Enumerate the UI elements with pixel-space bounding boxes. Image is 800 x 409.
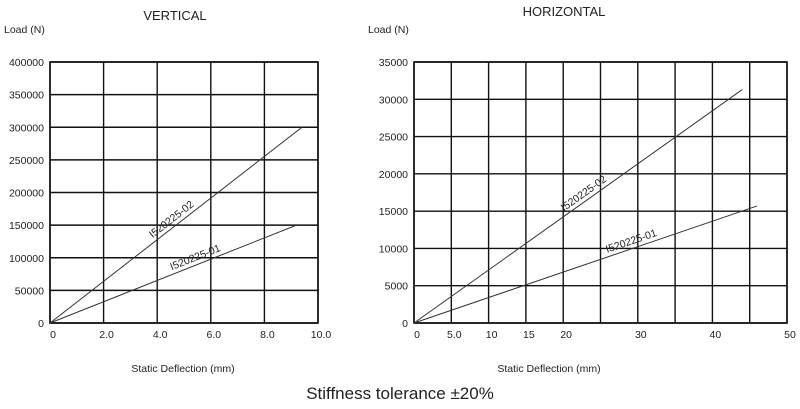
y-tick-label: 200000 [9,188,44,200]
y-tick-label: 15000 [379,206,408,218]
y-tick-label: 30000 [379,94,408,106]
x-tick-label: 50 [784,329,796,341]
stiffness-tolerance-note: Stiffness tolerance ±20% [306,384,494,403]
y-axis-label: Load (N) [4,24,45,36]
series-line [413,89,743,324]
y-tick-label: 300000 [9,122,44,134]
gridlines [49,61,319,324]
series-label: I520225-02 [559,173,609,214]
y-tick-label: 250000 [9,155,44,167]
x-tick-label: 30 [635,329,647,341]
x-tick-label: 40 [710,329,722,341]
series-label: I520225-02 [147,198,196,240]
series-label: I520225-01 [604,227,658,256]
y-tick-label: 0 [38,318,44,330]
x-tick-label: 15 [523,329,535,341]
x-tick-label: 8.0 [260,329,275,341]
chart-title: VERTICAL [143,8,206,23]
y-tick-label: 100000 [9,253,44,265]
y-tick-label: 400000 [9,57,44,69]
plot-frame [49,61,319,324]
y-tick-label: 25000 [379,132,408,144]
y-tick-label: 35000 [379,57,408,69]
y-tick-label: 10000 [379,243,408,255]
x-tick-label: 0 [50,329,56,341]
horizontal-chart: HORIZONTAL Load (N) Static Deflection (mm)… [368,4,796,375]
chart-title: HORIZONTAL [523,4,606,19]
series-line [49,126,303,324]
gridlines [413,61,788,324]
y-tick-label: 50000 [15,285,44,297]
x-tick-label: 0 [414,329,420,341]
x-axis-label: Static Deflection (mm) [131,363,234,375]
series-line [49,224,297,324]
y-axis-label: Load (N) [368,24,409,36]
y-tick-label: 150000 [9,220,44,232]
y-tick-label: 5000 [385,281,409,293]
y-tick-label: 0 [402,318,408,330]
x-axis-label: Static Deflection (mm) [497,363,600,375]
plot-frame [413,61,788,324]
x-tick-label: 10 [486,329,498,341]
x-tick-label: 2.0 [99,329,114,341]
x-tick-label: 5.0 [447,329,462,341]
y-tick-label: 350000 [9,90,44,102]
x-tick-label: 20 [560,329,572,341]
vertical-chart: VERTICAL Load (N) Static Deflection (mm) 0 5… [4,8,331,375]
x-tick-label: 6.0 [206,329,221,341]
y-tick-label: 20000 [379,169,408,181]
x-tick-label: 10.0 [311,329,332,341]
x-tick-label: 4.0 [153,329,168,341]
series-line [413,205,758,324]
